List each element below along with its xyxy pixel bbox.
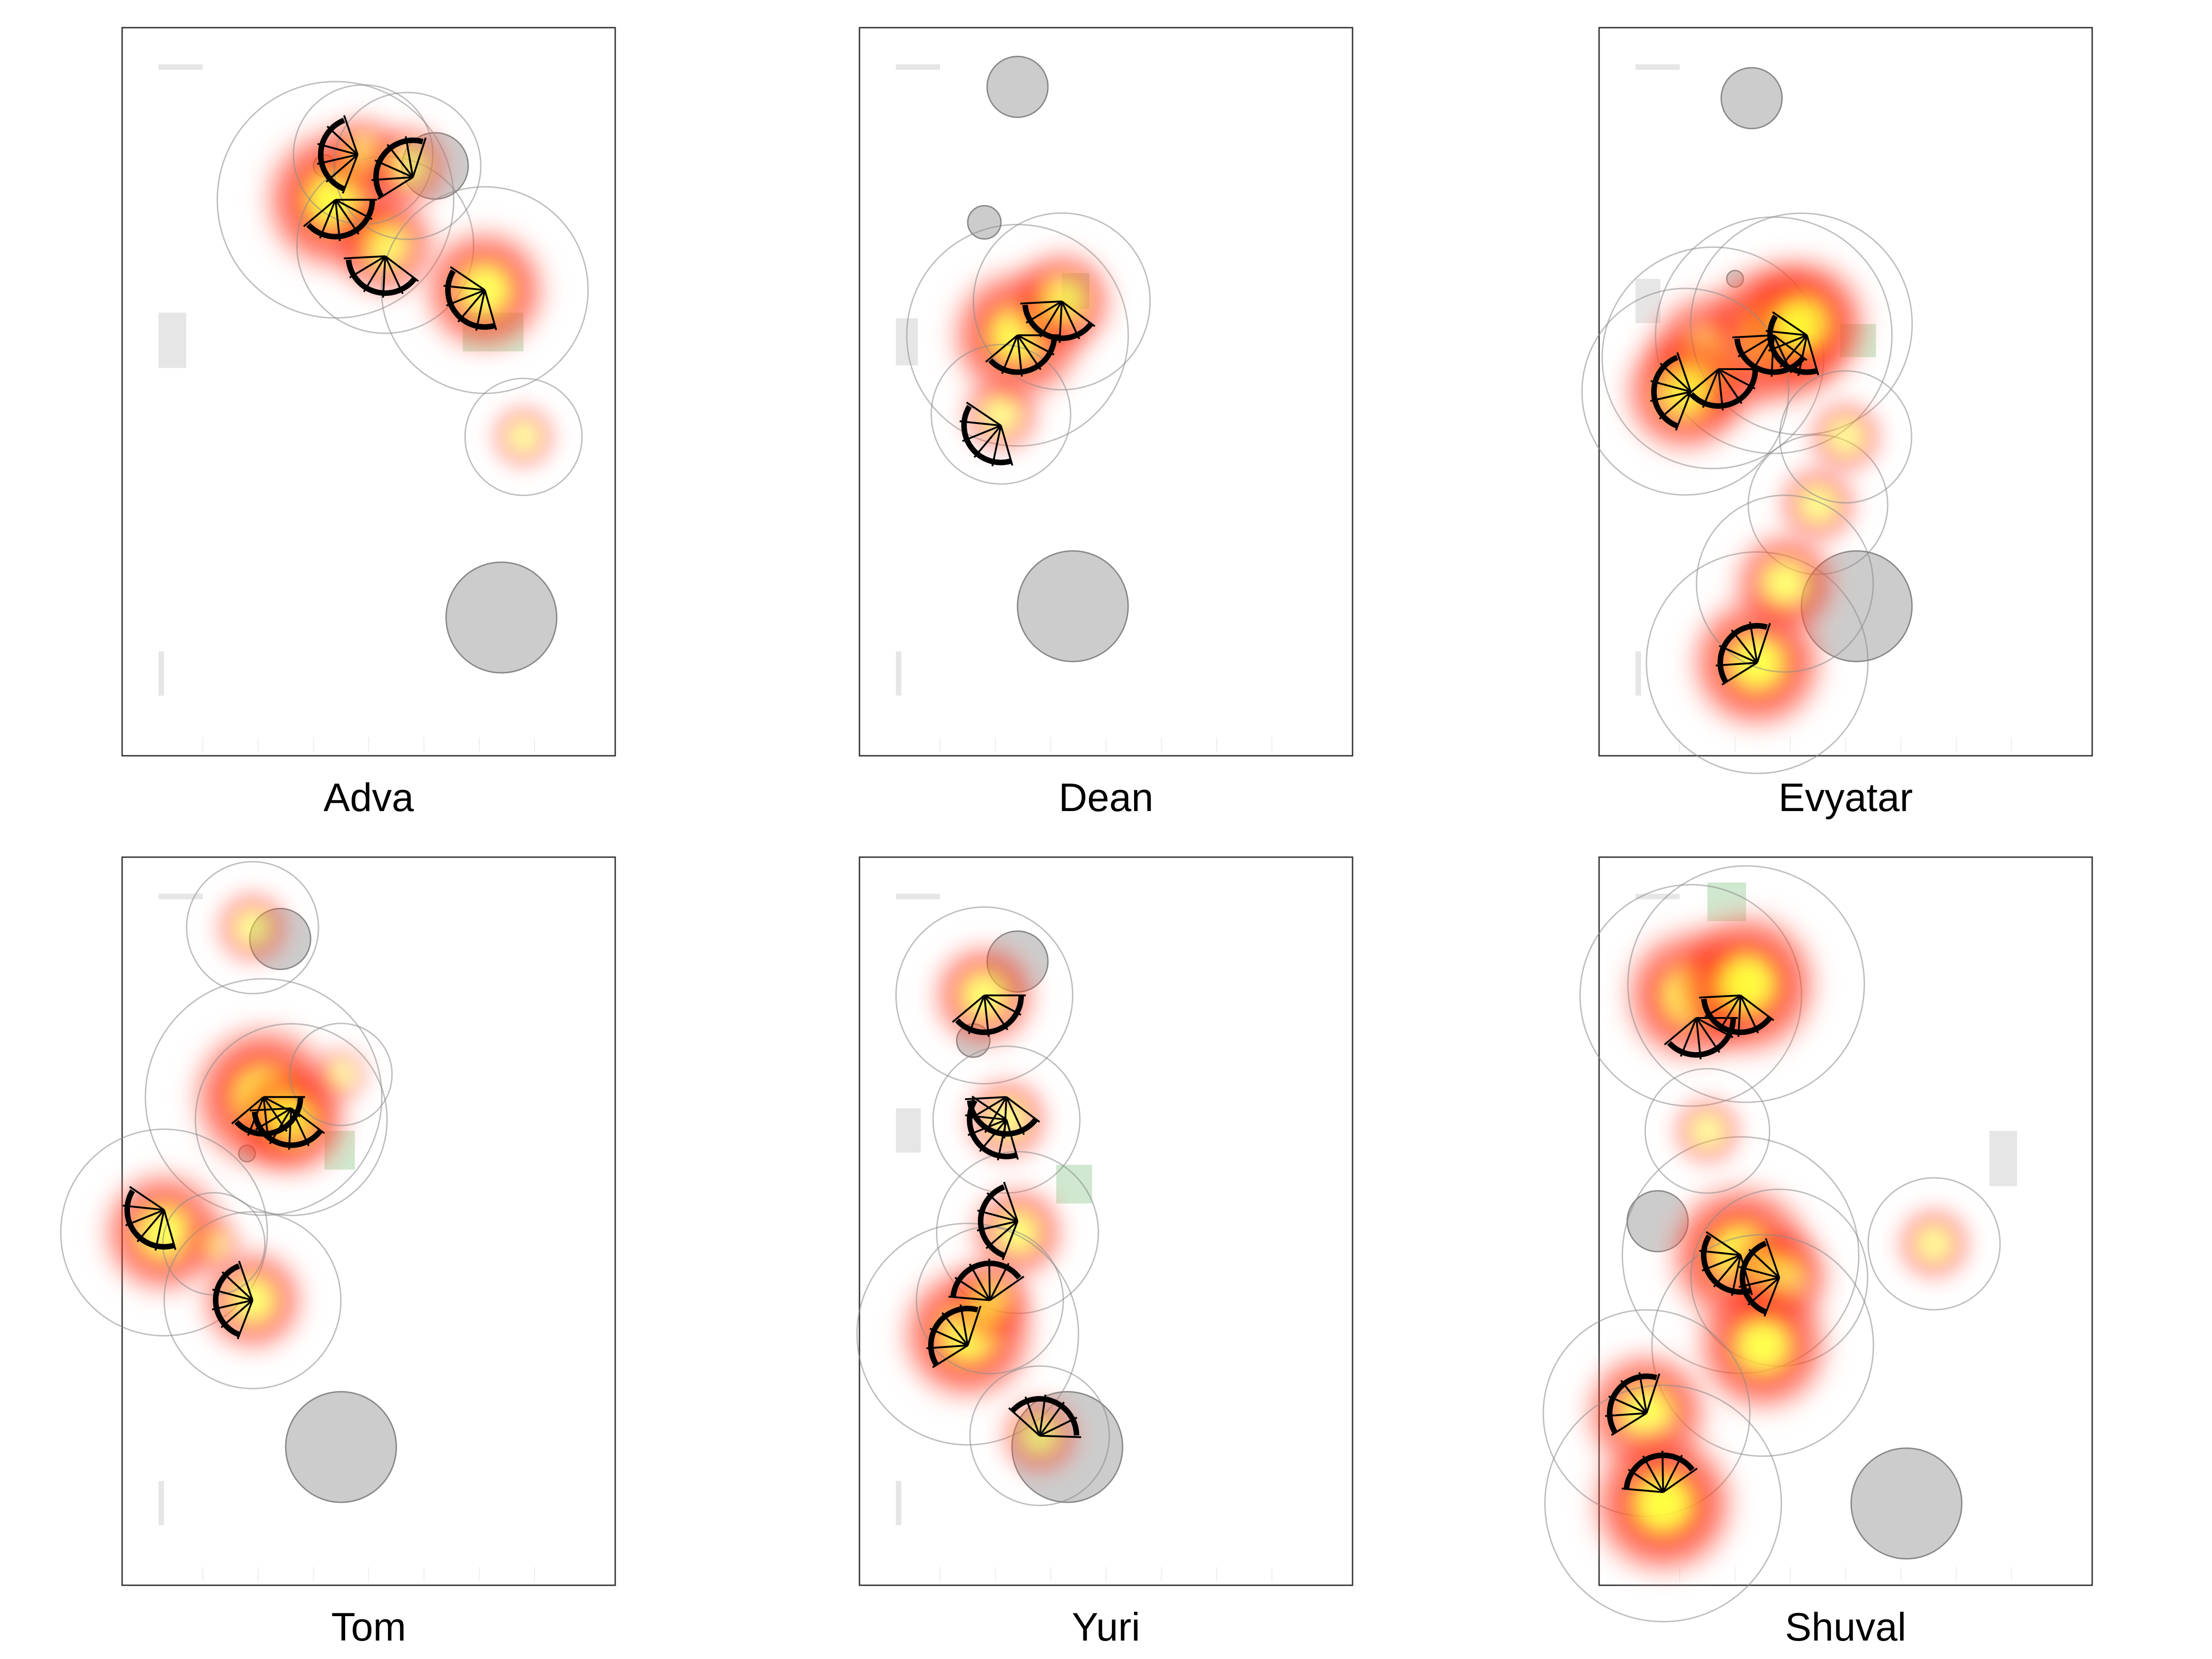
direction-marker (303, 199, 377, 241)
panel-label: Shuval (1785, 1605, 1906, 1649)
panel-yuri: Yuri (856, 856, 1353, 1649)
panels: Adva Dean Evyatar Tom Yuri Shuval (60, 27, 2093, 1649)
density-hotspot (204, 879, 301, 977)
obstacle-circle (967, 205, 1002, 240)
obstacle-circle (445, 561, 558, 674)
density-hotspot (176, 1206, 252, 1282)
density-hotspot (1661, 1085, 1753, 1177)
direction-marker (1716, 622, 1771, 686)
density-contour (972, 212, 1151, 391)
density-hotspot (1885, 1195, 1983, 1293)
wall-bar (896, 64, 940, 70)
density-hotspot (1719, 518, 1850, 649)
direction-marker (985, 334, 1059, 377)
direction-marker (1008, 1394, 1082, 1438)
direction-marker (250, 1107, 325, 1150)
direction-marker (443, 266, 497, 331)
wall-bar (1989, 1131, 2017, 1186)
wall-bar (896, 651, 901, 696)
direction-marker (977, 1182, 1018, 1260)
density-hotspot (303, 1036, 379, 1112)
direction-marker (1622, 1450, 1698, 1493)
direction-marker (344, 255, 419, 298)
wall-bar (896, 1108, 921, 1153)
density-hotspot (1797, 388, 1894, 486)
direction-marker (317, 115, 359, 194)
panel-label: Dean (1059, 776, 1153, 820)
density-contour (186, 861, 319, 994)
panel-shuval: Shuval (1542, 856, 2093, 1649)
density-contour (1627, 865, 1865, 1103)
direction-marker (965, 1095, 1019, 1160)
panel-tom: Tom (60, 856, 616, 1649)
density-contour (1779, 370, 1912, 504)
direction-marker (1650, 352, 1692, 431)
density-hotspot (480, 394, 567, 480)
density-contour (856, 1223, 1079, 1446)
density-hotspot (1681, 1263, 1845, 1428)
wall-bar (159, 894, 203, 900)
panel-adva: Adva (121, 27, 616, 820)
density-contour (1867, 1177, 2001, 1311)
panel-dean: Dean (859, 27, 1353, 820)
wall-bar (1635, 651, 1641, 696)
density-contour (969, 1365, 1110, 1506)
wall-bar (1635, 64, 1680, 70)
density-hotspot (1576, 1416, 1751, 1591)
panel-label: Yuri (1072, 1605, 1140, 1649)
density-contour (289, 1023, 393, 1126)
obstacle-circle (1017, 550, 1129, 662)
direction-marker (952, 994, 1026, 1037)
direction-marker (959, 401, 1013, 466)
direction-marker (123, 1186, 176, 1251)
density-contour (1581, 288, 1789, 496)
direction-marker (371, 136, 427, 200)
wall-bar (896, 894, 940, 900)
panel-label: Tom (331, 1605, 406, 1649)
density-contour (60, 1128, 268, 1337)
wall-bar (159, 64, 203, 70)
density-contour (930, 344, 1071, 485)
density-contour (333, 92, 482, 240)
density-contour (145, 978, 382, 1216)
direction-marker (1605, 1372, 1660, 1436)
density-hotspot (1719, 242, 1883, 406)
direction-marker (1020, 300, 1096, 343)
wall-bar (159, 651, 164, 696)
panel-evyatar: Evyatar (1581, 27, 2093, 820)
direction-marker (1765, 311, 1819, 376)
direction-marker (1738, 1238, 1780, 1317)
obstacle-circle (1720, 67, 1783, 129)
density-hotspot (353, 112, 462, 220)
direction-marker (212, 1260, 253, 1340)
direction-marker (926, 1304, 982, 1368)
wall-bar (896, 1481, 901, 1525)
density-contour (163, 1211, 342, 1389)
panel-label: Adva (324, 776, 414, 820)
density-contour (1644, 1068, 1771, 1194)
obstacle-circle (1850, 1447, 1963, 1559)
density-contour (194, 1023, 388, 1216)
density-hotspot (1609, 315, 1762, 468)
obstacle-circle (986, 56, 1049, 118)
direction-marker (948, 1259, 1024, 1301)
wall-bar (159, 1481, 164, 1525)
panel-label: Evyatar (1778, 776, 1913, 820)
density-contour (1695, 494, 1874, 673)
density-hotspot (949, 363, 1053, 466)
density-contour (464, 377, 583, 496)
direction-marker (1699, 994, 1775, 1037)
direction-marker (1699, 1231, 1753, 1296)
wall-bar (159, 312, 186, 368)
density-contour (1544, 1384, 1782, 1623)
obstacle-circle (285, 1391, 397, 1503)
